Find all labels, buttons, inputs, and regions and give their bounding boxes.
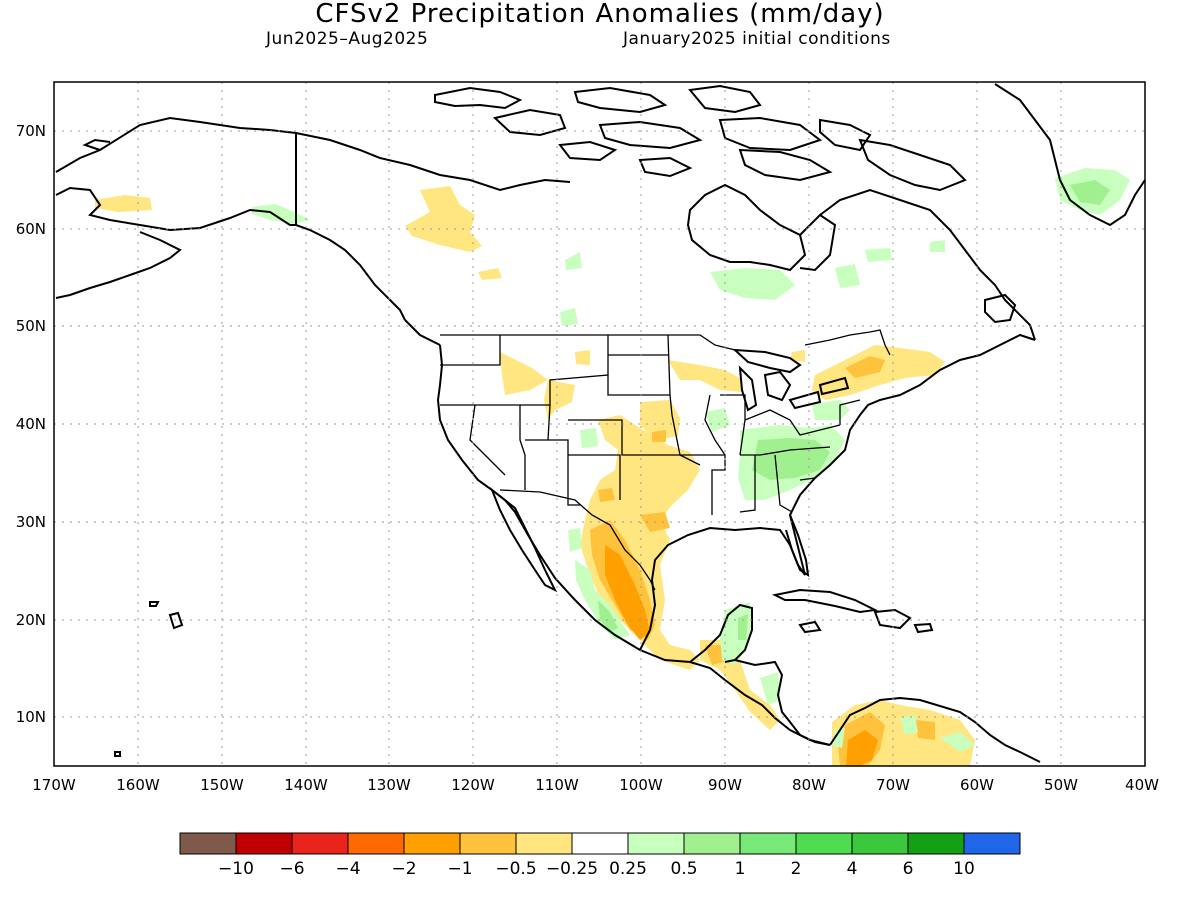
longitude-labels: 170W 160W 150W 140W 130W 120W 110W 100W … [32,776,1159,794]
colorbar-swatch [683,832,741,855]
colorbar-swatch [235,832,293,855]
lon-label: 120W [451,776,495,794]
lon-label: 80W [792,776,826,794]
lon-label: 60W [960,776,994,794]
colorbar-label: −0.5 [495,859,536,879]
lon-label: 100W [619,776,663,794]
colorbar-swatch [907,832,965,855]
colorbar-label: 1 [735,859,746,879]
lat-label: 70N [16,122,46,140]
map-title: CFSv2 Precipitation Anomalies (mm/day) [315,0,885,29]
colorbar-label: 6 [903,859,914,879]
colorbar-label: 0.5 [670,859,697,879]
lat-label: 20N [16,611,46,629]
lon-label: 150W [200,776,244,794]
colorbar-label: −2 [391,859,416,879]
graticule [54,82,1145,766]
colorbar-label: 4 [847,859,858,879]
colorbar-swatch [851,832,909,855]
latitude-labels: 70N 60N 50N 40N 30N 20N 10N [16,122,46,726]
colorbar-swatch [291,832,349,855]
lat-label: 50N [16,317,46,335]
lon-label: 160W [116,776,160,794]
colorbar-swatch [515,832,573,855]
lon-label: 90W [708,776,742,794]
colorbar-swatch [179,832,237,855]
lon-label: 50W [1044,776,1078,794]
colorbar-swatch [403,832,461,855]
colorbar-swatch [571,832,629,855]
colorbar-label: 10 [953,859,975,879]
colorbar-label: −10 [218,859,254,879]
coastlines [55,83,1145,763]
lon-label: 110W [535,776,579,794]
colorbar-swatch [739,832,797,855]
colorbar-swatch [347,832,405,855]
borders [440,329,891,591]
colorbar-label: −4 [335,859,360,879]
initial-conditions: January2025 initial conditions [623,29,891,49]
colorbar-label: −6 [279,859,304,879]
lon-label: 170W [32,776,76,794]
lon-label: 70W [876,776,910,794]
colorbar-swatch [963,832,1021,855]
lon-label: 140W [284,776,328,794]
lat-label: 10N [16,708,46,726]
colorbar-swatch [795,832,853,855]
lat-label: 40N [16,415,46,433]
lat-label: 30N [16,513,46,531]
colorbar-swatch [627,832,685,855]
colorbar-label: 0.25 [609,859,647,879]
lat-label: 60N [16,220,46,238]
map-border [53,81,1146,767]
colorbar-label: −1 [447,859,472,879]
colorbar-swatch [459,832,517,855]
colorbar-label: 2 [791,859,802,879]
lon-label: 130W [367,776,411,794]
colorbar-label: −0.25 [546,859,598,879]
driest-anomaly-shading [605,545,878,766]
lon-label: 40W [1125,776,1159,794]
forecast-period: Jun2025–Aug2025 [266,29,429,49]
colorbar: −10 −6 −4 −2 −1 −0.5 −0.25 0.25 0.5 1 2 4 6 10 [179,832,1021,879]
